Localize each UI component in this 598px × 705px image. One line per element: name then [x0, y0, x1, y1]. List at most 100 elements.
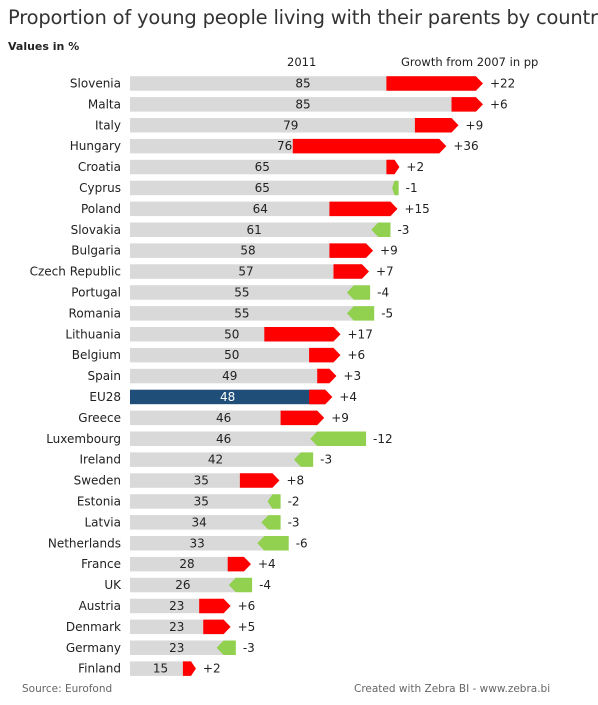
value-bar: [130, 661, 192, 676]
value-bar: [130, 410, 318, 426]
growth-label: +8: [286, 474, 304, 488]
value-label: 15: [153, 662, 168, 676]
category-label: Austria: [79, 599, 121, 613]
category-label: Hungary: [70, 139, 121, 153]
value-bar: [130, 264, 362, 279]
value-label: 61: [246, 223, 261, 237]
value-label: 48: [220, 390, 235, 404]
growth-decrease-arrow: [346, 285, 371, 300]
category-label: Spain: [87, 369, 121, 383]
category-label: Finland: [78, 662, 121, 676]
value-label: 33: [190, 536, 205, 550]
value-label: 55: [234, 306, 249, 320]
value-label: 23: [169, 641, 184, 655]
value-bar: [130, 619, 224, 635]
value-bar: [130, 201, 391, 217]
growth-label: +9: [466, 118, 484, 132]
category-label: Italy: [95, 118, 121, 132]
source-note: Source: Eurofond: [22, 683, 113, 695]
growth-decrease-arrow: [216, 640, 236, 655]
growth-increase-arrow: [386, 159, 400, 175]
value-bar: [130, 473, 273, 488]
value-label: 23: [169, 620, 184, 634]
growth-increase-arrow: [329, 243, 374, 258]
category-label: Estonia: [77, 494, 121, 508]
growth-column-header: Growth from 2007 in pp: [401, 55, 539, 69]
value-label: 35: [194, 474, 209, 488]
growth-increase-arrow: [317, 368, 337, 384]
growth-label: +2: [406, 160, 424, 174]
growth-increase-arrow: [414, 118, 459, 133]
value-label: 23: [169, 599, 184, 613]
year-column-header: 2011: [287, 55, 317, 69]
growth-increase-arrow: [203, 619, 231, 635]
value-label: 35: [194, 494, 209, 508]
category-label: Lithuania: [65, 327, 121, 341]
growth-label: -3: [288, 515, 300, 529]
growth-increase-arrow: [333, 264, 369, 279]
growth-increase-arrow: [451, 97, 483, 112]
value-label: 85: [295, 97, 310, 111]
growth-increase-arrow: [182, 661, 196, 676]
value-label: 65: [255, 181, 270, 195]
growth-decrease-arrow: [371, 222, 391, 237]
growth-label: +2: [203, 662, 221, 676]
category-label: Czech Republic: [30, 265, 121, 279]
value-bar: [130, 452, 301, 467]
growth-increase-arrow: [292, 138, 447, 154]
category-label: Belgium: [72, 348, 121, 362]
category-label: Croatia: [78, 160, 121, 174]
value-bar: [130, 556, 244, 572]
growth-increase-arrow: [280, 410, 325, 426]
category-label: Portugal: [71, 285, 121, 299]
value-bar: [130, 494, 273, 509]
growth-decrease-arrow: [257, 536, 289, 551]
growth-decrease-arrow: [261, 515, 281, 530]
growth-label: -5: [381, 306, 393, 320]
growth-label: +9: [331, 411, 349, 425]
value-label: 57: [238, 265, 253, 279]
value-bar: [130, 285, 354, 300]
growth-label: +5: [238, 620, 256, 634]
growth-increase-arrow: [309, 347, 341, 363]
growth-label: -4: [259, 578, 271, 592]
category-label: Poland: [81, 202, 121, 216]
value-bar: [130, 306, 354, 321]
growth-label: -4: [377, 285, 389, 299]
chart-title: Proportion of young people living with t…: [8, 6, 598, 29]
value-bar: [130, 159, 395, 175]
value-label: 85: [295, 76, 310, 90]
category-label: Netherlands: [48, 536, 121, 550]
category-label: Denmark: [66, 620, 121, 634]
category-label: Germany: [66, 641, 121, 655]
category-label: Sweden: [74, 474, 121, 488]
value-bar: [130, 180, 395, 196]
growth-decrease-arrow: [293, 452, 314, 467]
value-bar: [130, 243, 367, 258]
growth-increase-arrow: [227, 556, 251, 572]
value-bar: [130, 118, 452, 133]
growth-label: +7: [376, 265, 394, 279]
growth-label: -6: [296, 536, 308, 550]
growth-label: +9: [380, 244, 398, 258]
growth-label: +17: [348, 327, 373, 341]
growth-label: +3: [343, 369, 361, 383]
category-label: EU28: [89, 390, 121, 404]
growth-increase-arrow: [329, 201, 398, 217]
value-label: 42: [208, 453, 223, 467]
value-bar: [130, 577, 236, 593]
value-bar: [130, 97, 476, 112]
category-label: Slovenia: [70, 76, 121, 90]
value-label: 46: [216, 432, 231, 446]
value-label: 76: [277, 139, 292, 153]
category-label: Romania: [69, 306, 121, 320]
growth-decrease-arrow: [228, 577, 253, 593]
growth-increase-arrow: [239, 473, 280, 488]
growth-increase-arrow: [199, 598, 231, 614]
growth-label: -2: [288, 494, 300, 508]
growth-decrease-arrow: [310, 431, 367, 446]
growth-label: +4: [258, 557, 276, 571]
value-bar: [130, 515, 269, 530]
category-label: Slovakia: [71, 223, 121, 237]
category-label: Malta: [88, 97, 121, 111]
